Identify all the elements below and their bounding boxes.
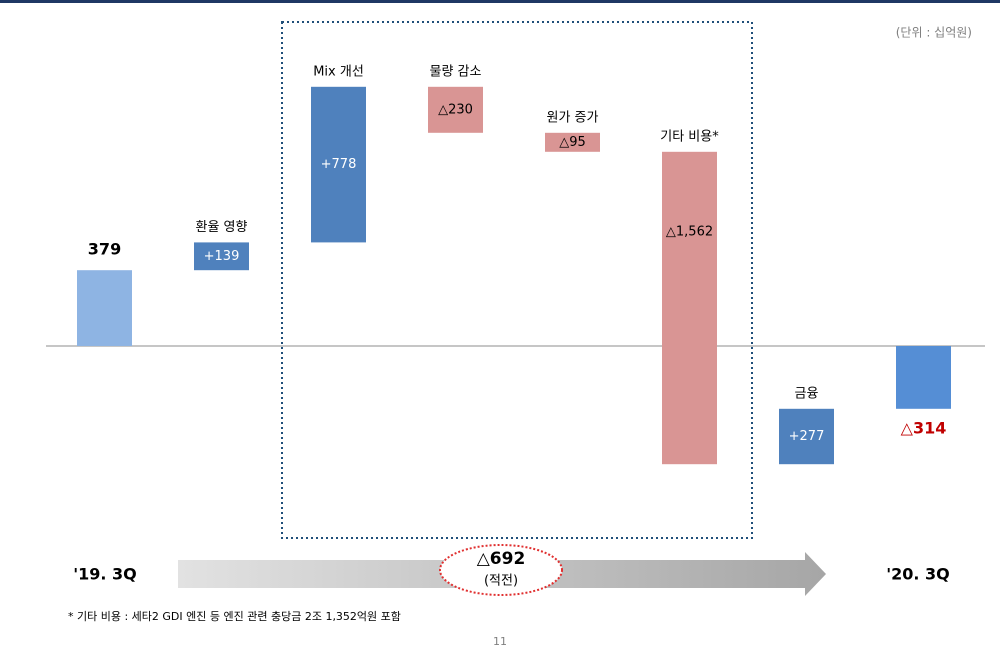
bar	[77, 270, 132, 346]
value-label: △1,562	[666, 224, 713, 239]
value-label: +277	[789, 429, 825, 444]
category-label: 원가 증가	[547, 110, 599, 125]
bar	[428, 86, 483, 133]
value-label: △314	[901, 418, 947, 437]
category-label: '19. 3Q	[73, 565, 137, 584]
bar	[779, 408, 834, 465]
bar	[194, 242, 249, 271]
category-label: 기타 비용*	[660, 129, 719, 144]
annotation-note: (적전)	[484, 574, 518, 589]
annotation-value: △692	[477, 549, 526, 569]
value-label: 379	[88, 240, 121, 259]
category-label: 환율 영향	[196, 220, 248, 235]
category-label: '20. 3Q	[886, 565, 950, 584]
highlight-box	[281, 21, 753, 539]
bar	[662, 151, 717, 465]
bar	[545, 132, 600, 152]
footnote: * 기타 비용 : 세타2 GDI 엔진 등 엔진 관련 충당금 2조 1,35…	[68, 610, 401, 623]
value-label: +139	[204, 249, 240, 264]
bar	[311, 86, 366, 243]
category-label: 물량 감소	[430, 64, 482, 79]
category-label: Mix 개선	[313, 64, 364, 79]
unit-note: (단위 : 십억원)	[896, 26, 972, 40]
category-label: 금융	[795, 386, 819, 401]
annotation-ellipse	[439, 544, 563, 596]
value-label: △95	[559, 135, 586, 150]
value-label: △230	[438, 102, 473, 117]
bar	[896, 346, 951, 409]
top-border	[0, 0, 1000, 3]
page-number: 11	[493, 635, 507, 645]
value-label: +778	[321, 157, 357, 172]
